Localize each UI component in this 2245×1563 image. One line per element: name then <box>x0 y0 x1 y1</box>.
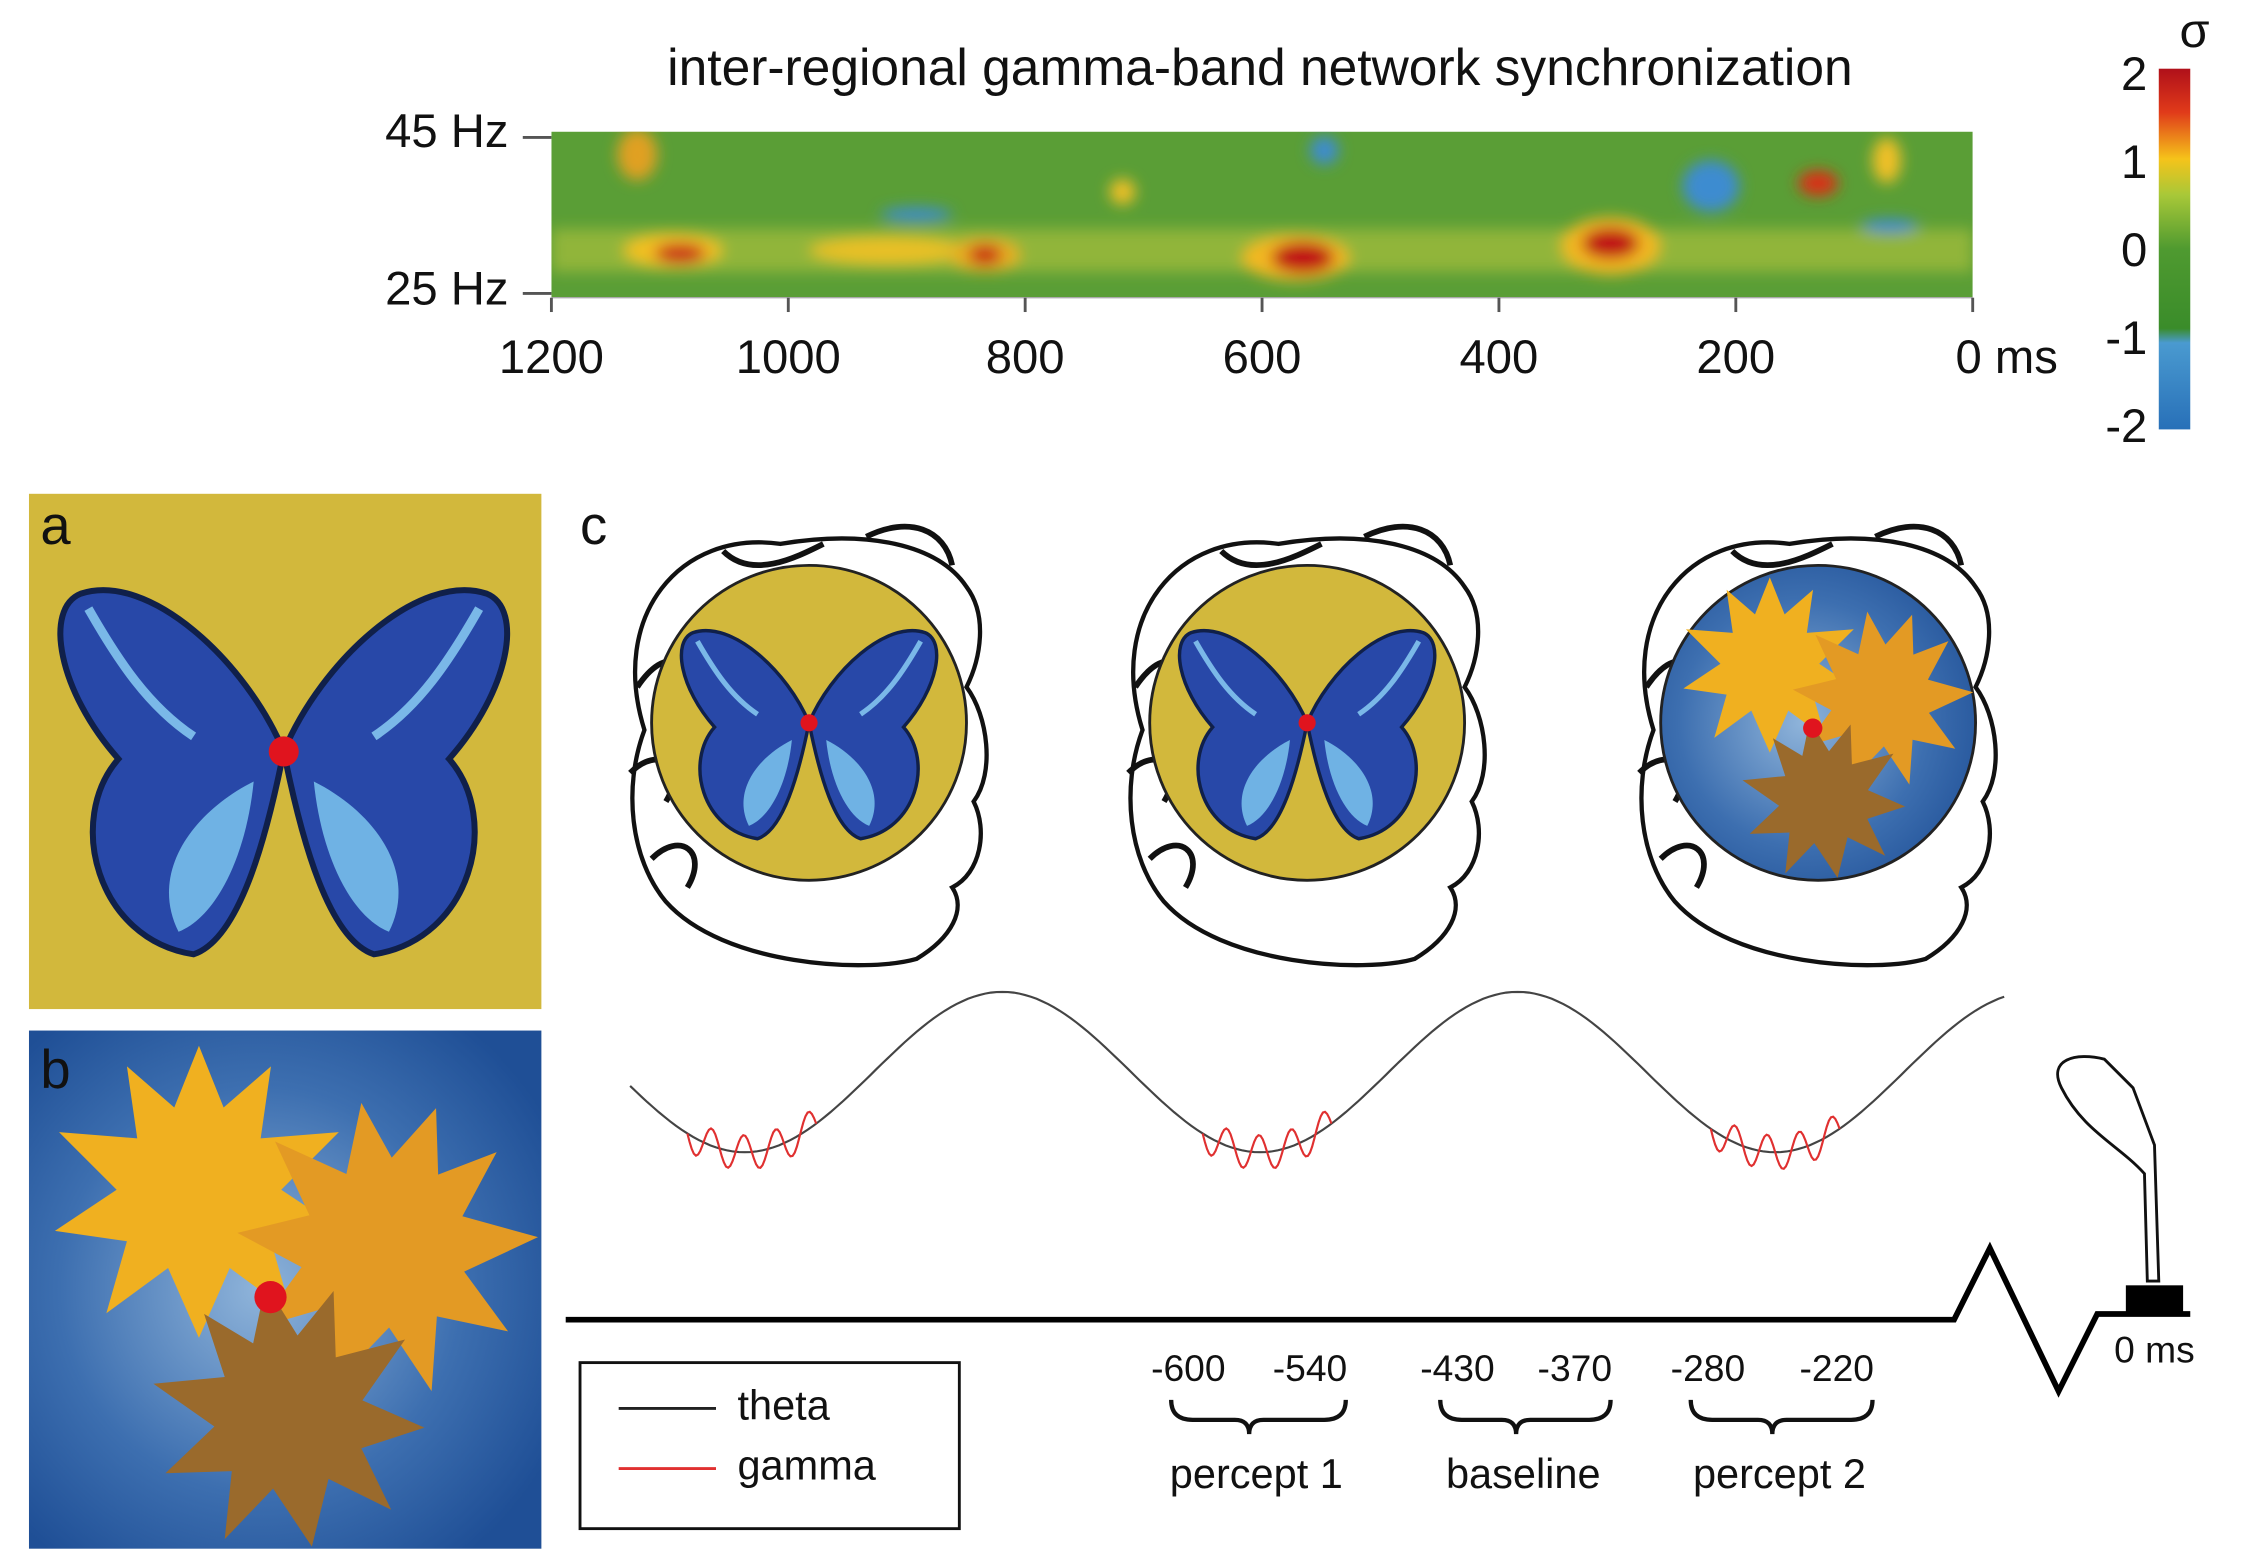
gamma-burst <box>686 1110 818 1169</box>
timeline <box>565 1241 2191 1398</box>
x-label: 1200 <box>499 331 604 384</box>
response-label: 0 ms <box>2114 1328 2195 1370</box>
colorbar-label: 2 <box>2121 48 2147 101</box>
heatmap-title: inter-regional gamma-band network synchr… <box>667 38 1852 96</box>
legend-label: gamma <box>737 1442 876 1489</box>
legend <box>578 1361 961 1531</box>
colorbar-label: -1 <box>2105 312 2147 365</box>
x-label: 600 <box>1223 331 1302 384</box>
panel-label: b <box>40 1039 70 1100</box>
window-label: percept 2 <box>1693 1450 1866 1497</box>
window-end: -540 <box>1273 1347 1347 1389</box>
window-end: -370 <box>1538 1347 1612 1389</box>
head <box>630 527 986 966</box>
x-label: 800 <box>986 331 1065 384</box>
head <box>1639 527 1995 966</box>
hand <box>2056 1055 2161 1283</box>
colorbar-symbol: σ <box>2180 4 2210 58</box>
window-start: -600 <box>1151 1347 1225 1389</box>
gamma-burst <box>1709 1115 1841 1171</box>
colorbar-label: 0 <box>2121 224 2147 277</box>
legend-label: theta <box>737 1381 830 1428</box>
brace <box>1688 1399 1875 1435</box>
window-start: -280 <box>1671 1347 1745 1389</box>
panel-label: a <box>40 495 71 556</box>
x-label: 0 ms <box>1956 331 2058 384</box>
head <box>1128 527 1484 966</box>
x-label: 200 <box>1696 331 1775 384</box>
y-label: 25 Hz <box>385 262 508 315</box>
colorbar-label: -2 <box>2105 400 2147 453</box>
x-label: 400 <box>1460 331 1539 384</box>
heatmap <box>551 131 1973 298</box>
window-end: -220 <box>1799 1347 1873 1389</box>
response-key <box>2125 1285 2184 1314</box>
y-label: 45 Hz <box>385 105 508 158</box>
panel-label: c <box>580 495 607 556</box>
window-label: baseline <box>1446 1450 1601 1497</box>
window-start: -430 <box>1420 1347 1494 1389</box>
colorbar-label: 1 <box>2121 136 2147 189</box>
colorbar <box>2158 68 2191 430</box>
x-label: 1000 <box>736 331 841 384</box>
gamma-burst <box>1201 1110 1333 1169</box>
brace <box>1438 1399 1613 1435</box>
brace <box>1169 1399 1348 1435</box>
waves <box>629 990 2005 1171</box>
window-label: percept 1 <box>1170 1450 1343 1497</box>
